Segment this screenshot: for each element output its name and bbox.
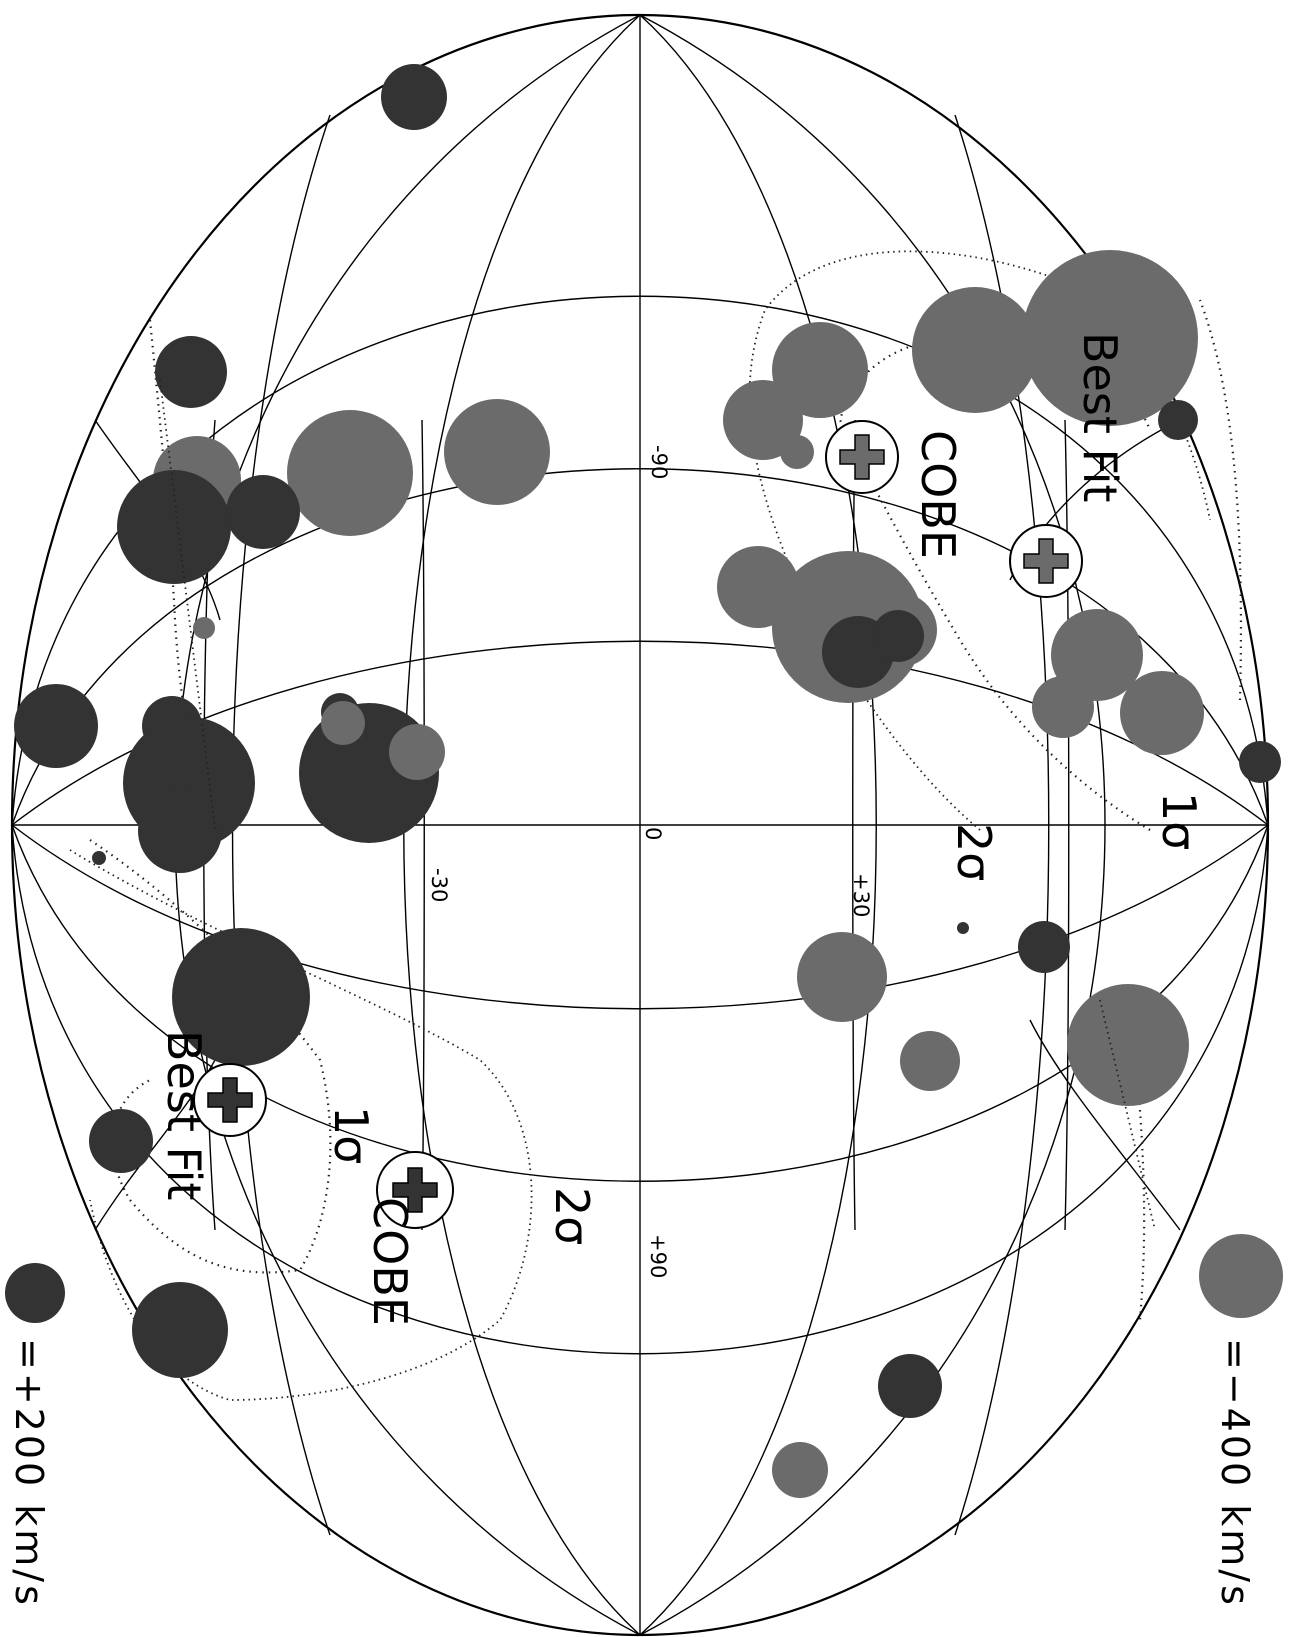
cobe-marker-upper <box>825 420 899 494</box>
cobe-label-lower: COBE <box>363 1197 417 1326</box>
data-circle <box>1158 400 1198 440</box>
negative-velocity-circles <box>153 250 1204 1498</box>
data-circle <box>957 922 969 934</box>
data-circle <box>772 322 868 418</box>
hatch-line <box>159 379 216 831</box>
parallel-line <box>11 824 1269 1355</box>
markers <box>193 420 1083 1229</box>
legend-positive-label: =+200 km/s <box>7 1338 51 1608</box>
data-circle <box>287 410 413 536</box>
sigma1-label-lower: 1σ <box>324 1106 378 1164</box>
negative-velocity-overlay <box>321 701 445 780</box>
data-circle <box>900 1031 960 1091</box>
grid-curve <box>1029 1019 1181 1231</box>
parallel-line <box>11 295 1269 826</box>
data-circle <box>155 336 227 408</box>
data-circle <box>1051 609 1143 701</box>
tick-labels: -90 -30 0 +30 +90 <box>427 445 873 1278</box>
dashed-arc <box>148 319 212 821</box>
data-circle <box>132 1282 228 1378</box>
sigma2-label-lower: 2σ <box>545 1187 599 1245</box>
sigma1-label-upper: 1σ <box>1152 792 1206 850</box>
dashed-arc <box>1198 299 1243 701</box>
data-circle <box>89 1109 153 1173</box>
parallel-line <box>11 468 1269 826</box>
tick-label-p30: +30 <box>849 873 873 917</box>
data-circle <box>117 470 231 584</box>
data-circle <box>1032 676 1094 738</box>
grid-curve <box>1064 419 1070 1231</box>
hatch-line <box>1099 999 1156 1231</box>
legend-negative-swatch <box>1199 1234 1283 1318</box>
data-circle <box>878 1354 942 1418</box>
data-circle <box>193 617 215 639</box>
cross-icon <box>207 1077 253 1123</box>
sigma1-contour-upper <box>838 336 1152 831</box>
parallel-line <box>11 824 1269 1010</box>
cross-icon <box>1023 538 1069 584</box>
tick-label-p90: +90 <box>646 1234 670 1278</box>
data-circle <box>226 475 300 549</box>
data-circle <box>389 724 445 780</box>
hatch-overlay <box>159 379 1156 1231</box>
data-circle <box>912 287 1038 413</box>
data-circle <box>321 701 365 745</box>
cross-icon <box>392 1167 438 1213</box>
data-circle <box>444 399 550 505</box>
data-circle <box>172 928 310 1066</box>
data-circle <box>872 610 924 662</box>
data-circle <box>381 64 447 130</box>
tick-label-m90: -90 <box>647 445 671 479</box>
best-fit-label-upper: Best Fit <box>1073 332 1127 502</box>
data-circle <box>1067 984 1189 1106</box>
legend-negative-label: =−400 km/s <box>1213 1338 1257 1608</box>
data-circle <box>138 789 222 873</box>
cobe-marker-lower <box>376 1151 454 1229</box>
data-circle <box>1239 741 1281 783</box>
cobe-label-upper: COBE <box>911 430 965 559</box>
data-circle <box>780 435 814 469</box>
data-circle <box>723 380 803 460</box>
best-fit-marker-lower <box>193 1063 267 1137</box>
data-circle <box>92 851 106 865</box>
data-circle <box>1120 671 1204 755</box>
sigma2-label-upper: 2σ <box>947 823 1001 881</box>
data-circle <box>797 932 887 1022</box>
grid-curve <box>421 419 425 1231</box>
tick-label-0: 0 <box>641 827 665 840</box>
data-circle <box>14 684 98 768</box>
cross-icon <box>839 434 885 480</box>
tick-label-m30: -30 <box>427 868 451 902</box>
best-fit-marker-upper <box>1009 524 1083 598</box>
grid-curve <box>852 419 856 1231</box>
data-circle <box>1022 250 1198 426</box>
annotations: Best Fit COBE 1σ 2σ Best Fit 1σ 2σ COBE <box>157 332 1206 1326</box>
legend-positive-swatch <box>5 1263 65 1323</box>
data-circle <box>772 1442 828 1498</box>
data-circle <box>1018 921 1070 973</box>
best-fit-label-lower: Best Fit <box>157 1030 211 1200</box>
sigma2-contour-lower <box>69 849 533 1401</box>
